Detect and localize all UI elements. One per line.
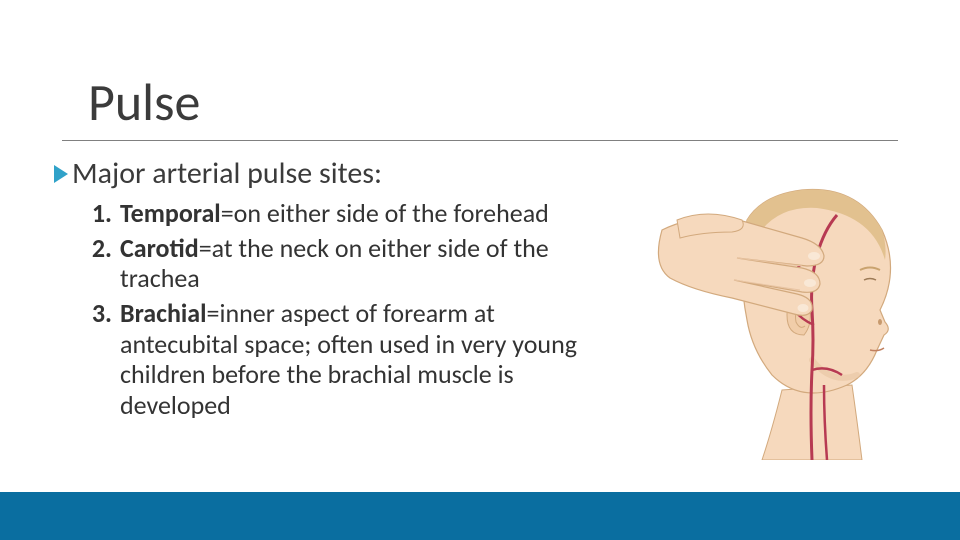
list-item: 2. Carotid=at the neck on either side of…: [78, 233, 618, 294]
footer-bar: [0, 492, 960, 540]
list-body: Brachial=inner aspect of forearm at ante…: [120, 298, 618, 421]
list-item: 3. Brachial=inner aspect of forearm at a…: [78, 298, 618, 421]
temporal-pulse-illustration: [652, 160, 932, 460]
list-number: 1.: [78, 198, 112, 229]
subtitle-row: Major arterial pulse sites:: [54, 155, 382, 192]
list-desc: =on either side of the forehead: [221, 197, 549, 229]
slide: Pulse Major arterial pulse sites: 1. Tem…: [0, 0, 960, 540]
list-body: Carotid=at the neck on either side of th…: [120, 233, 618, 294]
list-item: 1. Temporal=on either side of the forehe…: [78, 198, 618, 229]
list-term: Temporal: [120, 197, 221, 229]
title-underline: [62, 140, 898, 141]
slide-title: Pulse: [88, 70, 200, 134]
list-term: Carotid: [120, 232, 199, 264]
arrow-bullet-icon: [54, 165, 68, 183]
list-number: 2.: [78, 233, 112, 294]
list-number: 3.: [78, 298, 112, 421]
pulse-sites-list: 1. Temporal=on either side of the forehe…: [78, 198, 618, 425]
list-body: Temporal=on either side of the forehead: [120, 198, 549, 229]
list-term: Brachial: [120, 297, 207, 329]
subtitle-text: Major arterial pulse sites:: [72, 155, 382, 192]
